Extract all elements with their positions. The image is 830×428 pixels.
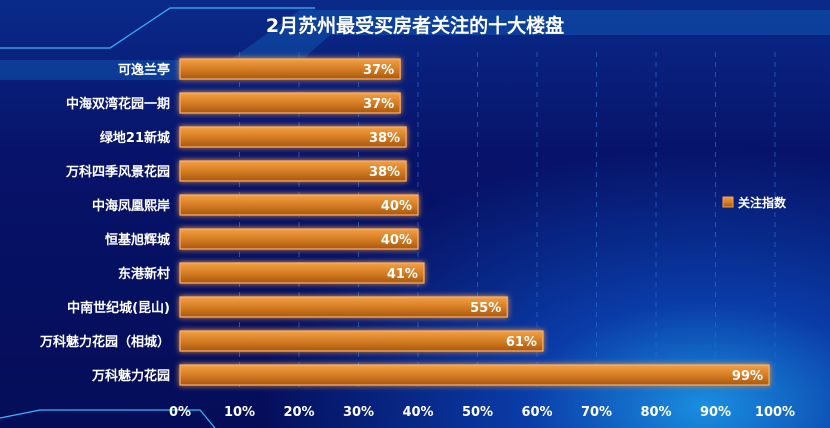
x-tick-label: 20% xyxy=(283,405,314,420)
chart-title: 2月苏州最受买房者关注的十大楼盘 xyxy=(266,14,564,37)
legend-label: 关注指数 xyxy=(738,195,787,210)
data-label: 37% xyxy=(363,63,394,78)
legend: 关注指数 xyxy=(722,195,787,210)
data-label: 40% xyxy=(381,233,412,248)
data-label: 38% xyxy=(369,165,400,180)
data-label: 55% xyxy=(470,301,501,316)
category-label: 绿地21新城 xyxy=(100,130,170,146)
bar xyxy=(179,92,401,114)
x-tick-label: 50% xyxy=(462,405,493,420)
x-tick-label: 100% xyxy=(755,405,795,420)
data-label: 41% xyxy=(387,267,418,282)
category-label: 中海双湾花园一期 xyxy=(66,96,170,112)
bar xyxy=(179,58,401,80)
category-label: 万科四季风景花园 xyxy=(65,164,170,180)
category-label: 中海凤凰熙岸 xyxy=(92,198,170,214)
x-tick-label: 0% xyxy=(169,405,191,420)
category-label: 恒基旭辉城 xyxy=(105,232,170,248)
bar xyxy=(179,228,419,250)
data-label: 40% xyxy=(381,199,412,214)
x-tick-label: 60% xyxy=(521,405,552,420)
bar xyxy=(179,262,425,284)
x-tick-label: 10% xyxy=(224,405,255,420)
category-label: 中南世纪城(昆山) xyxy=(67,300,170,316)
legend-swatch xyxy=(722,196,734,208)
data-label: 61% xyxy=(506,335,537,350)
category-label: 可逸兰亭 xyxy=(118,62,170,78)
bar xyxy=(179,364,770,386)
bar xyxy=(179,296,508,318)
bar xyxy=(179,194,419,216)
category-label: 万科魅力花园 xyxy=(91,368,170,384)
bar xyxy=(179,126,407,148)
x-tick-label: 70% xyxy=(581,405,612,420)
x-tick-label: 30% xyxy=(343,405,374,420)
data-label: 37% xyxy=(363,97,394,112)
x-tick-label: 40% xyxy=(402,405,433,420)
data-label: 38% xyxy=(369,131,400,146)
x-tick-label: 80% xyxy=(640,405,671,420)
data-label: 99% xyxy=(732,369,763,384)
category-label: 万科魅力花园（相城） xyxy=(39,334,170,350)
bar xyxy=(179,330,544,352)
x-tick-label: 90% xyxy=(700,405,731,420)
bar xyxy=(179,160,407,182)
category-label: 东港新村 xyxy=(118,266,170,282)
